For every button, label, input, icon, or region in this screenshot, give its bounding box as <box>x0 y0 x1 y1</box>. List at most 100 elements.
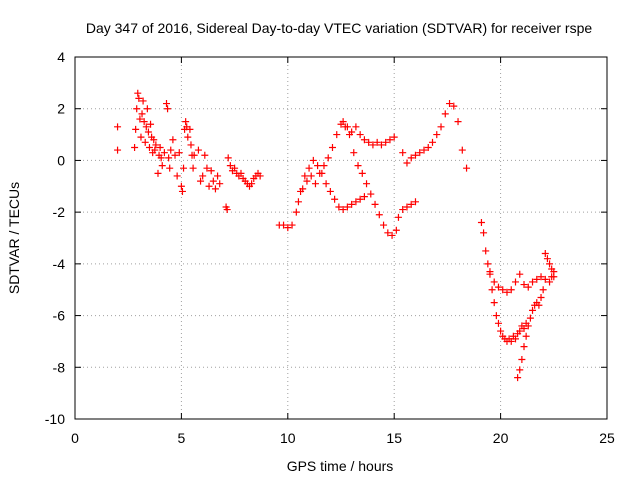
series-arc-g <box>394 198 419 221</box>
data-point <box>535 301 543 309</box>
data-point <box>543 255 551 263</box>
data-point <box>488 286 496 294</box>
data-point <box>394 213 402 221</box>
series-arc-f <box>339 118 398 149</box>
data-point <box>180 164 188 172</box>
data-point <box>140 118 148 126</box>
data-point <box>141 138 149 146</box>
data-point <box>524 283 532 291</box>
data-point <box>184 133 192 141</box>
data-point <box>437 123 445 131</box>
series-arc-b <box>154 100 198 195</box>
data-point <box>207 167 215 175</box>
data-point <box>529 278 537 286</box>
data-point <box>223 206 231 214</box>
data-point <box>382 138 390 146</box>
data-point <box>350 149 358 157</box>
plot-frame <box>74 56 608 420</box>
data-point <box>407 154 415 162</box>
series-arc-k <box>514 250 558 382</box>
data-point <box>403 203 411 211</box>
data-point <box>388 231 396 239</box>
data-point <box>114 123 122 131</box>
data-point <box>499 286 507 294</box>
y-tick-label: 0 <box>57 152 65 168</box>
data-point <box>356 131 364 139</box>
data-point <box>480 229 488 237</box>
data-point <box>175 149 183 157</box>
data-point <box>358 169 366 177</box>
y-tick-label: -10 <box>45 411 65 427</box>
data-point <box>154 169 162 177</box>
data-point <box>454 118 462 126</box>
data-point <box>369 141 377 149</box>
data-point <box>131 144 139 151</box>
data-point <box>399 149 407 157</box>
data-point <box>178 187 186 195</box>
series-arc-i <box>477 218 530 345</box>
data-point <box>390 133 398 141</box>
series-arc-h <box>399 100 471 172</box>
data-point <box>163 100 171 108</box>
data-point <box>494 319 502 327</box>
data-point <box>326 187 334 195</box>
chart-title: Day 347 of 2016, Sidereal Day-to-day VTE… <box>86 20 592 36</box>
data-point <box>529 306 537 314</box>
data-point <box>311 180 319 188</box>
data-point <box>194 146 202 154</box>
data-point <box>142 123 150 131</box>
data-point <box>150 136 158 144</box>
data-point <box>339 118 347 126</box>
data-point <box>328 144 336 151</box>
data-point <box>164 105 172 113</box>
data-series-layer <box>114 89 558 382</box>
data-point <box>151 146 159 154</box>
data-point <box>375 211 383 219</box>
data-point <box>167 146 175 154</box>
data-point <box>441 110 449 118</box>
data-point <box>416 149 424 157</box>
data-point <box>199 172 207 180</box>
data-point <box>136 115 144 123</box>
data-point <box>450 102 458 110</box>
series-arc-e <box>294 120 400 239</box>
data-point <box>367 190 375 198</box>
data-point <box>507 286 515 294</box>
data-point <box>205 182 213 190</box>
data-point <box>511 335 519 343</box>
data-point <box>363 180 371 188</box>
data-point <box>189 164 197 172</box>
data-point <box>490 278 498 286</box>
data-point <box>343 123 351 131</box>
data-point <box>484 260 492 268</box>
data-point <box>133 105 141 113</box>
data-point <box>392 226 400 234</box>
y-tick-label: 2 <box>57 101 65 117</box>
data-point <box>165 154 173 162</box>
data-point <box>137 133 145 141</box>
data-point <box>348 128 356 136</box>
data-point <box>526 314 534 322</box>
data-point <box>537 273 545 281</box>
data-point <box>546 278 554 286</box>
data-point <box>511 278 519 286</box>
data-point <box>177 182 185 190</box>
data-point <box>211 185 219 193</box>
data-point <box>316 169 324 177</box>
data-point <box>187 141 195 149</box>
data-point <box>190 151 198 159</box>
data-point <box>458 146 466 154</box>
data-point <box>384 229 392 237</box>
data-point <box>307 172 315 180</box>
x-axis-label: GPS time / hours <box>287 458 394 474</box>
data-point <box>352 198 360 206</box>
x-tick-label: 0 <box>71 430 79 446</box>
data-point <box>520 343 528 351</box>
data-point <box>284 224 292 232</box>
data-point <box>371 200 379 208</box>
data-point <box>516 327 524 335</box>
data-point <box>494 283 502 291</box>
y-axis-label: SDTVAR / TECUs <box>6 182 22 294</box>
data-point <box>352 123 360 131</box>
